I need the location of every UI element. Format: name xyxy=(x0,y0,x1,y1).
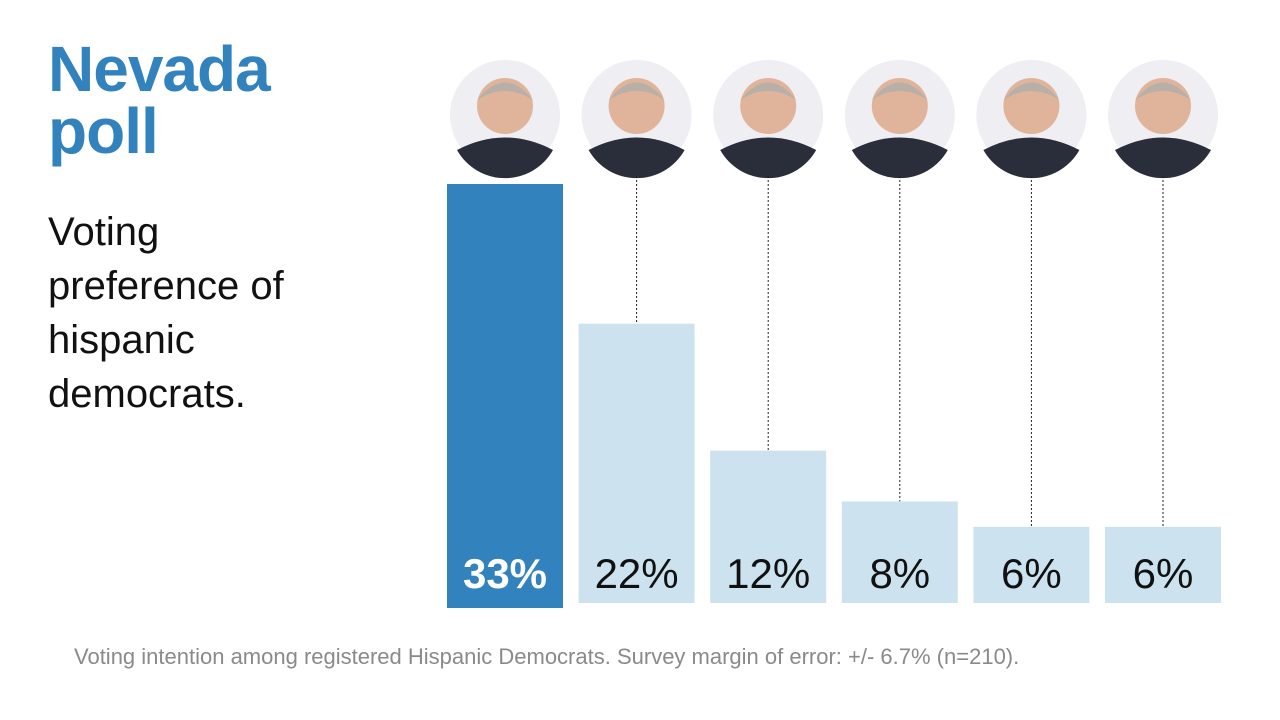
footnote: Voting intention among registered Hispan… xyxy=(74,644,1020,669)
title-line-2: poll xyxy=(48,95,159,167)
data-label: 6% xyxy=(1001,550,1062,597)
subtitle: Voting preference of hispanic democrats. xyxy=(48,210,284,416)
candidate-photo-icon xyxy=(1108,60,1218,179)
candidate-photo-icon xyxy=(450,60,560,179)
page-title: Nevada poll xyxy=(48,33,271,167)
data-label: 33% xyxy=(463,550,547,597)
data-label: 8% xyxy=(869,550,930,597)
bar xyxy=(447,184,563,608)
candidate-photo-icon xyxy=(976,60,1087,179)
bar xyxy=(1105,526,1221,603)
candidate-photo-icon xyxy=(581,60,692,179)
data-label: 6% xyxy=(1133,550,1194,597)
bar xyxy=(973,526,1090,603)
data-label: 22% xyxy=(595,550,679,597)
title-line-1: Nevada xyxy=(48,33,271,105)
candidate-photo-icon xyxy=(713,60,824,179)
candidate-photo-icon xyxy=(844,60,955,179)
bar xyxy=(710,450,827,603)
bar xyxy=(841,501,958,603)
bar xyxy=(578,323,695,603)
data-label: 12% xyxy=(726,550,810,597)
